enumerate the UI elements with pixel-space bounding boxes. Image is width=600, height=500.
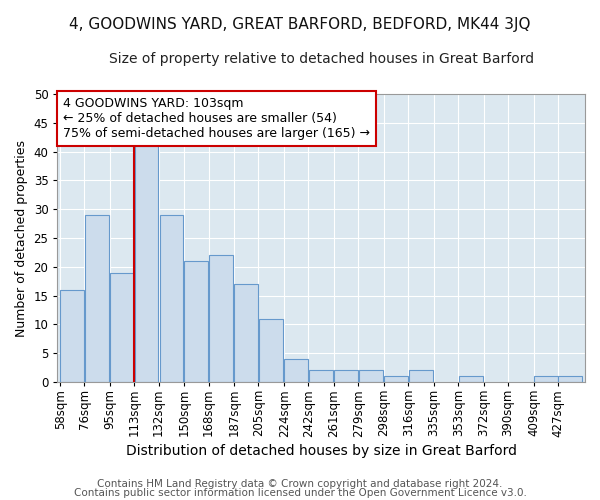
- Bar: [409, 370, 433, 382]
- Bar: [209, 256, 233, 382]
- Bar: [534, 376, 558, 382]
- Bar: [235, 284, 258, 382]
- Bar: [309, 370, 333, 382]
- X-axis label: Distribution of detached houses by size in Great Barford: Distribution of detached houses by size …: [126, 444, 517, 458]
- Bar: [459, 376, 483, 382]
- Bar: [359, 370, 383, 382]
- Bar: [85, 215, 109, 382]
- Bar: [384, 376, 408, 382]
- Text: 4 GOODWINS YARD: 103sqm
← 25% of detached houses are smaller (54)
75% of semi-de: 4 GOODWINS YARD: 103sqm ← 25% of detache…: [63, 97, 370, 140]
- Bar: [558, 376, 582, 382]
- Bar: [160, 215, 184, 382]
- Text: Contains public sector information licensed under the Open Government Licence v3: Contains public sector information licen…: [74, 488, 526, 498]
- Text: 4, GOODWINS YARD, GREAT BARFORD, BEDFORD, MK44 3JQ: 4, GOODWINS YARD, GREAT BARFORD, BEDFORD…: [69, 18, 531, 32]
- Bar: [184, 261, 208, 382]
- Bar: [284, 359, 308, 382]
- Bar: [61, 290, 84, 382]
- Bar: [110, 272, 134, 382]
- Title: Size of property relative to detached houses in Great Barford: Size of property relative to detached ho…: [109, 52, 534, 66]
- Bar: [259, 318, 283, 382]
- Bar: [334, 370, 358, 382]
- Bar: [134, 146, 158, 382]
- Y-axis label: Number of detached properties: Number of detached properties: [15, 140, 28, 336]
- Text: Contains HM Land Registry data © Crown copyright and database right 2024.: Contains HM Land Registry data © Crown c…: [97, 479, 503, 489]
